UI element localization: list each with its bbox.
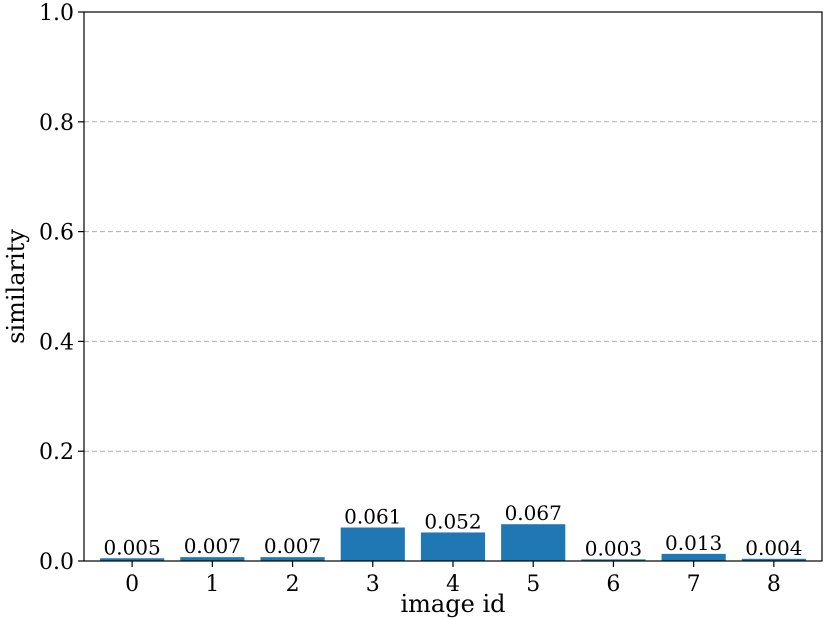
- bar-value-label: 0.007: [264, 534, 321, 558]
- bar: [661, 553, 726, 561]
- x-tick-label: 6: [606, 572, 620, 597]
- bar: [260, 557, 325, 561]
- y-tick-label: 0.4: [39, 330, 74, 355]
- bar-value-label: 0.005: [103, 535, 160, 559]
- y-tick-label: 0.6: [39, 221, 74, 246]
- y-tick-label: 0.0: [39, 550, 74, 575]
- x-tick-label: 1: [205, 572, 219, 597]
- bar-value-label: 0.004: [745, 536, 802, 560]
- y-tick-label: 0.8: [39, 111, 74, 136]
- bar: [340, 527, 405, 561]
- bars: [100, 524, 806, 561]
- bar-value-label: 0.067: [505, 501, 562, 525]
- y-axis-ticks: 0.0 0.2 0.4 0.6 0.8 1.0: [39, 1, 84, 575]
- data-labels: 0.005 0.007 0.007 0.061 0.052 0.067 0.003 0.013…: [103, 501, 802, 560]
- y-axis-label: similarity: [2, 229, 30, 344]
- x-tick-label: 8: [767, 572, 781, 597]
- bar: [501, 524, 566, 561]
- grid-lines: [84, 121, 822, 452]
- x-tick-label: 2: [286, 572, 300, 597]
- bar-value-label: 0.003: [585, 536, 642, 560]
- x-tick-label: 0: [125, 572, 139, 597]
- bar: [420, 532, 486, 561]
- plot-frame: [83, 11, 823, 562]
- bar: [741, 558, 806, 561]
- y-tick-label: 0.2: [39, 440, 74, 465]
- bar: [180, 557, 245, 561]
- bar-value-label: 0.013: [665, 531, 722, 555]
- bar-value-label: 0.007: [184, 534, 241, 558]
- x-tick-label: 7: [687, 572, 701, 597]
- y-tick-label: 1.0: [39, 1, 74, 26]
- x-axis-label: image id: [401, 590, 506, 618]
- bar-value-label: 0.061: [344, 505, 401, 529]
- x-tick-label: 4: [446, 572, 460, 597]
- x-axis-ticks: 0 1 2 3 4 5 6 7 8: [125, 561, 781, 597]
- bar-value-label: 0.052: [424, 509, 481, 533]
- x-tick-label: 3: [366, 572, 380, 597]
- bar: [581, 559, 646, 561]
- bar: [100, 558, 165, 561]
- x-tick-label: 5: [526, 572, 540, 597]
